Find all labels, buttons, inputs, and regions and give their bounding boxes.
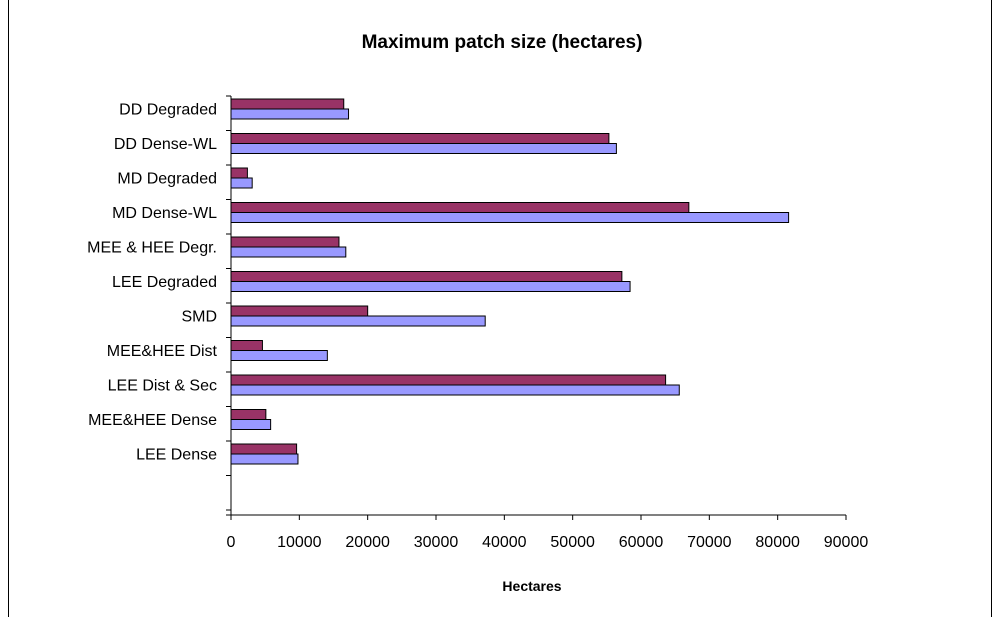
bar-series-1-9: [230, 409, 267, 420]
bar-series-1-4: [230, 236, 340, 248]
category-label: MEE & HEE Degr.: [87, 240, 217, 257]
bar-chart: Maximum patch size (hectares) DD Degrade…: [87, 32, 869, 594]
category-label: LEE Dist & Sec: [108, 378, 217, 395]
bar-series-2-8: [230, 384, 680, 396]
x-tick-label: 10000: [277, 534, 322, 551]
x-tick-label: 80000: [755, 534, 800, 551]
category-label: LEE Degraded: [112, 274, 217, 291]
bar-series-1-5: [230, 271, 623, 282]
category-label: DD Dense-WL: [114, 136, 217, 153]
bar-series-2-9: [230, 419, 272, 430]
bar-series-1-1: [230, 133, 610, 144]
category-label: MD Dense-WL: [112, 205, 217, 222]
bar-series-2-1: [230, 143, 617, 154]
x-tick-label: 50000: [550, 534, 595, 551]
bar-series-1-7: [230, 340, 263, 351]
category-label: MEE&HEE Dist: [107, 343, 218, 360]
bar-series-1-6: [230, 305, 369, 317]
bar-series-2-5: [230, 281, 631, 292]
bars-group: [230, 98, 790, 465]
bar-series-1-10: [230, 443, 298, 455]
bar-series-1-8: [230, 374, 667, 386]
x-tick-label: 20000: [345, 534, 390, 551]
category-label: SMD: [181, 309, 217, 326]
category-label: DD Degraded: [119, 102, 217, 119]
category-label: LEE Dense: [136, 447, 217, 464]
bar-series-2-4: [230, 246, 347, 258]
x-axis-title: Hectares: [502, 578, 561, 594]
bar-series-2-10: [230, 453, 299, 465]
bar-series-1-2: [230, 167, 248, 179]
bar-series-2-6: [230, 315, 486, 327]
x-tick-label: 60000: [619, 534, 664, 551]
x-axis: 0 10000 20000 30000 40000 50000 60000 70000 8000…: [227, 514, 869, 551]
x-tick-label: 30000: [414, 534, 459, 551]
bar-series-1-0: [230, 98, 345, 110]
bar-series-2-3: [230, 212, 790, 223]
x-tick-label: 0: [227, 534, 236, 551]
bar-series-1-3: [230, 202, 690, 213]
bar-series-2-2: [230, 177, 253, 189]
bar-series-2-0: [230, 108, 350, 120]
x-tick-label: 90000: [824, 534, 869, 551]
x-tick-label: 40000: [482, 534, 527, 551]
y-axis: DD Degraded DD Dense-WL MD Degraded MD Dens…: [87, 95, 232, 516]
chart-title: Maximum patch size (hectares): [362, 32, 643, 53]
chart-frame: Maximum patch size (hectares) DD Degrade…: [8, 0, 992, 617]
bar-series-2-7: [230, 350, 328, 361]
x-tick-label: 70000: [687, 534, 732, 551]
category-label: MEE&HEE Dense: [88, 412, 217, 429]
category-label: MD Degraded: [117, 171, 217, 188]
